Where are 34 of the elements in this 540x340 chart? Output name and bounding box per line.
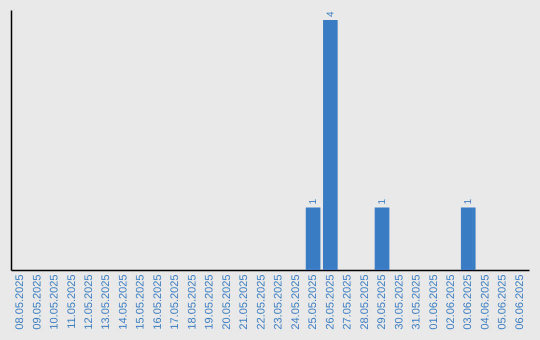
x-tick-label: 16.05.2025 — [152, 274, 164, 330]
x-tick-label: 22.05.2025 — [255, 274, 268, 330]
x-tick-label: 26.05.2025 — [324, 274, 336, 330]
x-tick-label: 12.05.2025 — [83, 274, 95, 330]
data-label: 1 — [377, 198, 388, 204]
x-tick-label: 27.05.2025 — [342, 274, 354, 330]
x-tick-label: 01.06.2025 — [428, 274, 440, 330]
x-tick-label: 17.05.2025 — [169, 274, 182, 330]
x-tick-label: 13.05.2025 — [100, 274, 112, 330]
x-tick-label: 30.05.2025 — [393, 274, 406, 330]
x-tick-label: 25.05.2025 — [307, 274, 320, 330]
x-tick-label: 31.05.2025 — [410, 274, 423, 330]
x-tick-label: 23.05.2025 — [272, 274, 285, 330]
x-tick-label: 19.05.2025 — [204, 274, 216, 330]
x-tick-label: 21.05.2025 — [238, 274, 250, 330]
x-tick-label: 09.05.2025 — [31, 274, 44, 330]
data-label: 1 — [308, 198, 320, 204]
x-tick-label: 06.06.2025 — [514, 274, 526, 330]
x-tick-label: 04.06.2025 — [479, 274, 492, 330]
x-tick-label: 02.06.2025 — [445, 274, 457, 330]
x-tick-label: 03.06.2025 — [462, 274, 474, 330]
x-tick-label: 29.05.2025 — [376, 274, 388, 330]
x-tick-label: 14.05.2025 — [117, 274, 130, 330]
x-tick-label: 18.05.2025 — [186, 274, 198, 330]
data-label: 1 — [463, 198, 474, 204]
x-tick-label: 20.05.2025 — [220, 274, 233, 330]
data-label: 4 — [325, 11, 336, 17]
x-tick-label: 11.05.2025 — [66, 274, 78, 329]
x-tick-label: 24.05.2025 — [290, 274, 302, 330]
x-tick-label: 08.05.2025 — [14, 274, 26, 330]
x-tick-label: 15.05.2025 — [134, 274, 147, 330]
x-tick-label: 10.05.2025 — [48, 274, 61, 330]
x-tick-label: 05.06.2025 — [496, 274, 509, 330]
x-tick-label: 28.05.2025 — [358, 274, 371, 330]
